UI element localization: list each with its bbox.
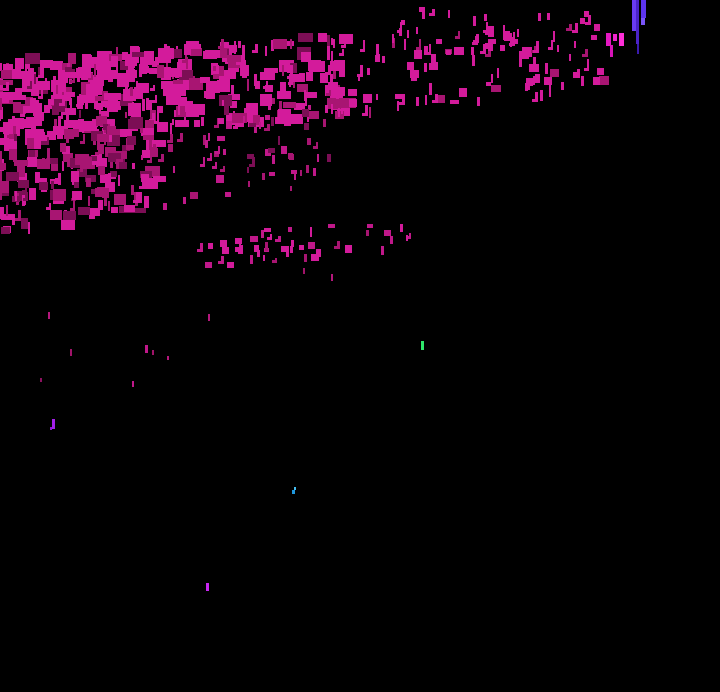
glitch-mark-indigo-streak-b <box>641 0 646 18</box>
glitch-mark-hotpink-b <box>613 34 617 41</box>
glitch-mark-cyan-dot-top <box>294 487 296 490</box>
glitch-mark-hotpink-c <box>619 33 624 46</box>
glitch-mark-cyan-dot-bottom <box>292 490 295 494</box>
glitch-mark-indigo-tail <box>637 44 639 54</box>
glitch-mark-indigo-streak-foot <box>641 18 645 25</box>
glitch-mark-indigo-streak-a <box>632 0 636 31</box>
glitch-mark-green-tick <box>421 341 424 350</box>
glitch-mark-violet-foot <box>50 427 52 430</box>
glitch-mark-hotpink-stem <box>610 45 613 57</box>
glitch-mark-violet-tick <box>52 419 55 429</box>
glitch-mark-hotpink-a <box>606 33 611 46</box>
glitch-mark-purple-tick <box>206 583 209 591</box>
glitch-mark-indigo-descender <box>636 0 639 44</box>
